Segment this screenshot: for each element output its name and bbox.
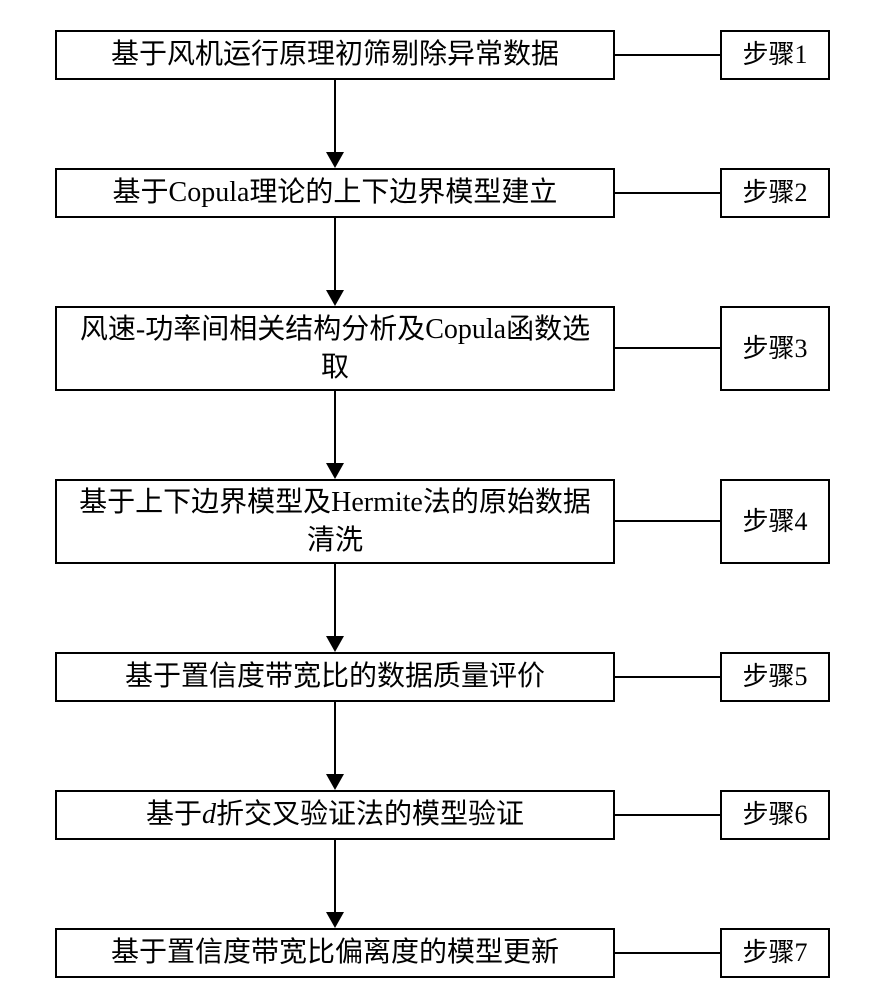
step-label-text: 步骤6 [742, 797, 807, 832]
arrow-line [334, 218, 336, 290]
flow-step-5: 基于置信度带宽比的数据质量评价 [55, 652, 615, 702]
flow-step-2: 基于Copula理论的上下边界模型建立 [55, 168, 615, 218]
h-connector [615, 54, 720, 56]
step-label-text: 步骤1 [742, 37, 807, 72]
flow-step-text: 基于上下边界模型及Hermite法的原始数据清洗 [69, 484, 601, 560]
arrowhead-icon [326, 636, 344, 652]
arrow-line [334, 564, 336, 636]
step-label-text: 步骤7 [742, 935, 807, 970]
step-label-6: 步骤6 [720, 790, 830, 840]
flow-step-1: 基于风机运行原理初筛剔除异常数据 [55, 30, 615, 80]
step-label-text: 步骤2 [742, 175, 807, 210]
flowchart-container: 基于风机运行原理初筛剔除异常数据步骤1基于Copula理论的上下边界模型建立步骤… [0, 0, 882, 1000]
flow-step-text: 基于置信度带宽比偏离度的模型更新 [111, 934, 559, 972]
step-label-7: 步骤7 [720, 928, 830, 978]
step-label-text: 步骤5 [742, 659, 807, 694]
flow-step-text: 基于d折交叉验证法的模型验证 [146, 796, 524, 834]
arrow-line [334, 391, 336, 463]
flow-step-3: 风速-功率间相关结构分析及Copula函数选取 [55, 306, 615, 391]
step-label-4: 步骤4 [720, 479, 830, 564]
h-connector [615, 814, 720, 816]
flow-step-4: 基于上下边界模型及Hermite法的原始数据清洗 [55, 479, 615, 564]
arrowhead-icon [326, 463, 344, 479]
flow-step-6: 基于d折交叉验证法的模型验证 [55, 790, 615, 840]
step-label-text: 步骤4 [742, 504, 807, 539]
h-connector [615, 676, 720, 678]
step-label-text: 步骤3 [742, 331, 807, 366]
arrowhead-icon [326, 912, 344, 928]
flow-step-text: 基于Copula理论的上下边界模型建立 [113, 174, 558, 212]
flow-step-text: 基于风机运行原理初筛剔除异常数据 [111, 36, 559, 74]
step-label-2: 步骤2 [720, 168, 830, 218]
arrow-line [334, 840, 336, 912]
h-connector [615, 952, 720, 954]
arrow-line [334, 80, 336, 152]
flow-step-text: 基于置信度带宽比的数据质量评价 [125, 658, 545, 696]
h-connector [615, 347, 720, 349]
flow-step-7: 基于置信度带宽比偏离度的模型更新 [55, 928, 615, 978]
arrowhead-icon [326, 290, 344, 306]
flow-step-text: 风速-功率间相关结构分析及Copula函数选取 [69, 311, 601, 387]
step-label-1: 步骤1 [720, 30, 830, 80]
step-label-3: 步骤3 [720, 306, 830, 391]
arrowhead-icon [326, 774, 344, 790]
arrow-line [334, 702, 336, 774]
h-connector [615, 192, 720, 194]
h-connector [615, 520, 720, 522]
step-label-5: 步骤5 [720, 652, 830, 702]
arrowhead-icon [326, 152, 344, 168]
